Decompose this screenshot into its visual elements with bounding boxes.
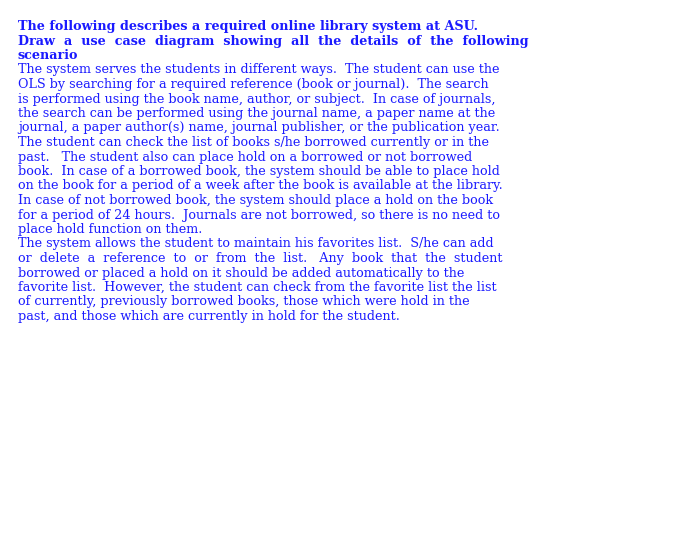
Text: the search can be performed using the journal name, a paper name at the: the search can be performed using the jo… [18, 107, 496, 120]
Text: for a period of 24 hours.  Journals are not borrowed, so there is no need to: for a period of 24 hours. Journals are n… [18, 208, 500, 222]
Text: borrowed or placed a hold on it should be added automatically to the: borrowed or placed a hold on it should b… [18, 267, 464, 279]
Text: past, and those which are currently in hold for the student.: past, and those which are currently in h… [18, 310, 400, 323]
Text: is performed using the book name, author, or subject.  In case of journals,: is performed using the book name, author… [18, 92, 496, 106]
Text: The student can check the list of books s/he borrowed currently or in the: The student can check the list of books … [18, 136, 489, 149]
Text: In case of not borrowed book, the system should place a hold on the book: In case of not borrowed book, the system… [18, 194, 493, 207]
Text: of currently, previously borrowed books, those which were hold in the: of currently, previously borrowed books,… [18, 295, 470, 309]
Text: scenario: scenario [18, 49, 78, 62]
Text: The system serves the students in different ways.  The student can use the: The system serves the students in differ… [18, 64, 500, 76]
Text: favorite list.  However, the student can check from the favorite list the list: favorite list. However, the student can … [18, 281, 497, 294]
Text: The following describes a required online library system at ASU.: The following describes a required onlin… [18, 20, 478, 33]
Text: Draw  a  use  case  diagram  showing  all  the  details  of  the  following: Draw a use case diagram showing all the … [18, 34, 529, 48]
Text: The system allows the student to maintain his favorites list.  S/he can add: The system allows the student to maintai… [18, 237, 493, 251]
Text: OLS by searching for a required reference (book or journal).  The search: OLS by searching for a required referenc… [18, 78, 489, 91]
Text: book.  In case of a borrowed book, the system should be able to place hold: book. In case of a borrowed book, the sy… [18, 165, 500, 178]
Text: journal, a paper author(s) name, journal publisher, or the publication year.: journal, a paper author(s) name, journal… [18, 122, 500, 134]
Text: past.   The student also can place hold on a borrowed or not borrowed: past. The student also can place hold on… [18, 150, 472, 164]
Text: place hold function on them.: place hold function on them. [18, 223, 203, 236]
Text: on the book for a period of a week after the book is available at the library.: on the book for a period of a week after… [18, 180, 502, 192]
Text: or  delete  a  reference  to  or  from  the  list.   Any  book  that  the  stude: or delete a reference to or from the lis… [18, 252, 502, 265]
